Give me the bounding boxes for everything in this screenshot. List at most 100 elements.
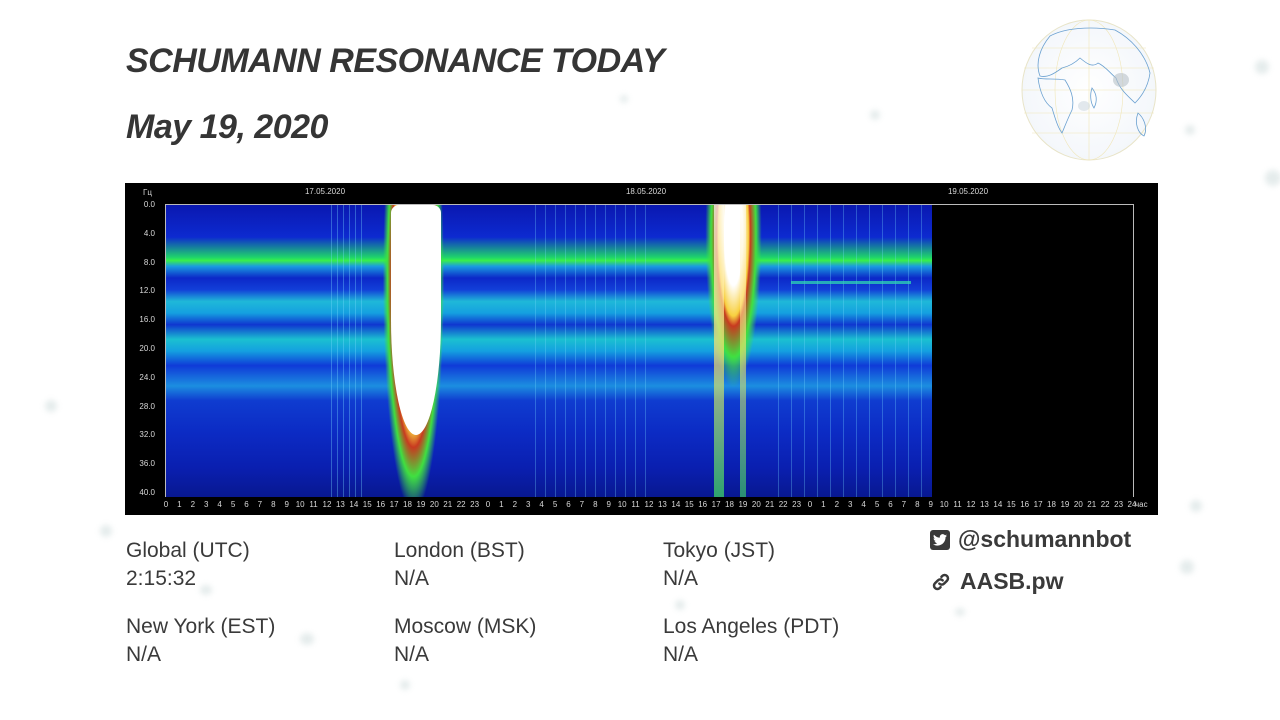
y-tick: 40.0 bbox=[139, 488, 155, 497]
spectrogram-plot-area bbox=[165, 204, 1134, 497]
x-tick: 16 bbox=[376, 500, 386, 509]
x-tick: 5 bbox=[230, 500, 236, 509]
x-tick: 10 bbox=[295, 500, 305, 509]
x-tick: 9 bbox=[284, 500, 289, 509]
x-tick: 10 bbox=[939, 500, 949, 509]
x-tick: 21 bbox=[1087, 500, 1097, 509]
time-moscow: Moscow (MSK) N/A bbox=[394, 613, 536, 669]
y-tick: 4.0 bbox=[143, 228, 155, 238]
x-tick: 22 bbox=[778, 500, 788, 509]
time-label: Los Angeles (PDT) bbox=[663, 615, 840, 638]
x-tick: 13 bbox=[335, 500, 345, 509]
x-tick: 20 bbox=[1073, 500, 1083, 509]
website-url: AASB.pw bbox=[960, 568, 1064, 594]
background-flake bbox=[1185, 125, 1195, 135]
x-tick: 21 bbox=[443, 500, 453, 509]
y-tick: 8.0 bbox=[143, 257, 155, 267]
x-axis-unit: час bbox=[1135, 500, 1148, 509]
time-label: New York (EST) bbox=[126, 615, 276, 638]
page-date: May 19, 2020 bbox=[126, 108, 328, 146]
background-flake bbox=[1265, 170, 1280, 186]
date-label-3: 19.05.2020 bbox=[947, 187, 989, 196]
x-tick: 14 bbox=[671, 500, 681, 509]
x-tick: 8 bbox=[593, 500, 598, 509]
x-tick: 1 bbox=[177, 500, 182, 509]
x-tick: 21 bbox=[765, 500, 775, 509]
background-flake bbox=[955, 608, 965, 616]
x-tick: 2 bbox=[190, 500, 196, 509]
x-tick: 12 bbox=[644, 500, 654, 509]
x-tick: 7 bbox=[579, 500, 585, 509]
x-tick: 4 bbox=[539, 500, 544, 509]
time-value: N/A bbox=[663, 643, 699, 666]
x-tick: 7 bbox=[901, 500, 907, 509]
background-flake bbox=[1255, 60, 1269, 74]
x-tick: 0 bbox=[485, 500, 491, 509]
date-label-1: 17.05.2020 bbox=[304, 187, 346, 196]
x-tick: 10 bbox=[617, 500, 627, 509]
x-tick: 17 bbox=[389, 500, 399, 509]
x-tick: 19 bbox=[738, 500, 748, 509]
x-tick: 17 bbox=[711, 500, 721, 509]
x-tick: 24 bbox=[1127, 500, 1137, 509]
twitter-icon bbox=[930, 529, 950, 550]
website-link[interactable]: AASB.pw bbox=[930, 568, 1064, 595]
x-tick: 1 bbox=[821, 500, 826, 509]
x-tick: 22 bbox=[456, 500, 466, 509]
x-tick: 6 bbox=[888, 500, 893, 509]
x-tick: 15 bbox=[362, 500, 372, 509]
x-tick: 14 bbox=[349, 500, 359, 509]
y-tick: 20.0 bbox=[139, 344, 155, 353]
time-value: N/A bbox=[663, 567, 699, 590]
time-value: 2:15:32 bbox=[126, 567, 197, 590]
background-flake bbox=[1190, 500, 1202, 512]
time-value: N/A bbox=[394, 643, 430, 666]
link-icon bbox=[930, 571, 952, 593]
y-tick: 16.0 bbox=[139, 315, 155, 325]
twitter-link[interactable]: @schumannbot bbox=[930, 526, 1131, 553]
x-tick: 18 bbox=[403, 500, 412, 509]
time-label: London (BST) bbox=[394, 539, 525, 562]
background-flake bbox=[1180, 560, 1194, 574]
x-tick: 3 bbox=[204, 500, 209, 509]
time-label: Global (UTC) bbox=[126, 539, 250, 562]
x-tick: 19 bbox=[1060, 500, 1070, 509]
x-tick: 2 bbox=[512, 500, 518, 509]
time-new-york: New York (EST) N/A bbox=[126, 613, 275, 669]
x-tick: 0 bbox=[807, 500, 813, 509]
y-tick: 12.0 bbox=[139, 286, 155, 296]
page-title: SCHUMANN RESONANCE TODAY bbox=[126, 42, 665, 80]
x-tick: 23 bbox=[470, 500, 480, 509]
time-value: N/A bbox=[126, 643, 162, 666]
x-tick: 12 bbox=[322, 500, 332, 509]
x-tick: 6 bbox=[244, 500, 249, 509]
background-flake bbox=[100, 525, 112, 537]
x-tick: 16 bbox=[1020, 500, 1030, 509]
time-value: N/A bbox=[394, 567, 430, 590]
x-tick: 0 bbox=[163, 500, 169, 509]
x-tick: 18 bbox=[725, 500, 734, 509]
x-tick: 11 bbox=[953, 500, 962, 509]
x-tick: 3 bbox=[848, 500, 853, 509]
time-tokyo: Tokyo (JST) N/A bbox=[663, 537, 775, 593]
x-tick: 19 bbox=[416, 500, 426, 509]
x-tick: 2 bbox=[834, 500, 840, 509]
background-flake bbox=[300, 633, 314, 645]
x-tick: 5 bbox=[874, 500, 880, 509]
x-tick: 9 bbox=[928, 500, 933, 509]
spectrogram-chart: Гц 17.05.2020 18.05.2020 19.05.2020 0.0 4… bbox=[125, 183, 1158, 515]
twitter-handle: @schumannbot bbox=[958, 526, 1132, 552]
globe-icon bbox=[1021, 19, 1157, 161]
time-global: Global (UTC) 2:15:32 bbox=[126, 537, 250, 593]
burst-18-05 bbox=[696, 205, 771, 497]
x-tick: 13 bbox=[657, 500, 667, 509]
time-london: London (BST) N/A bbox=[394, 537, 525, 593]
spectrogram-data bbox=[166, 205, 932, 497]
date-label-2: 18.05.2020 bbox=[625, 187, 667, 196]
x-tick: 14 bbox=[993, 500, 1003, 509]
y-axis-unit: Гц bbox=[143, 188, 152, 197]
y-tick: 32.0 bbox=[139, 430, 155, 440]
x-tick: 13 bbox=[979, 500, 989, 509]
x-tick: 8 bbox=[915, 500, 920, 509]
x-tick: 12 bbox=[966, 500, 976, 509]
